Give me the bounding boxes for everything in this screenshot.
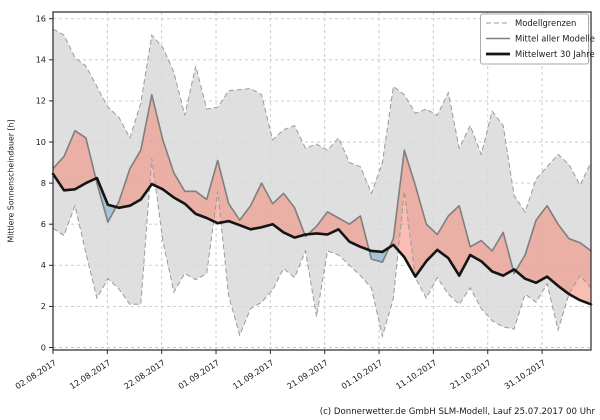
x-tick-label: 21.09.2017 [285,357,330,391]
y-tick-label: 0 [41,342,46,352]
upper-model-bound-line [52,28,592,214]
mean-30y-line [51,172,593,306]
y-tick-label: 4 [41,260,46,270]
above-normal-fill [53,130,96,191]
plot-frame [52,11,592,351]
x-tick-label: 21.10.2017 [448,357,493,391]
x-tick-label: 31.10.2017 [502,357,547,391]
x-tick-label: 02.08.2017 [13,357,58,391]
x-tick-label: 12.08.2017 [68,357,113,391]
y-tick-label: 8 [41,178,46,188]
above-normal-fill [116,94,305,238]
y-axis-title: Mittlere Sonnenscheindauer [h] [7,120,16,243]
above-normal-fill [515,205,591,305]
x-tick-label: 01.10.2017 [339,357,384,391]
copyright-text: (c) Donnerwetter.de GmbH SLM-Modell, Lau… [319,407,595,417]
x-tick-label: 11.09.2017 [231,357,276,391]
legend-box [480,13,589,65]
x-tick-label: 22.08.2017 [122,357,167,391]
legend-label: Modellgrenzen [515,18,576,28]
lower-model-bound-line [52,158,592,339]
x-tick-label: 11.10.2017 [394,357,439,391]
legend-label: Mittel aller Modelle [515,33,595,43]
y-tick-label: 16 [36,14,46,24]
y-tick-label: 2 [41,301,46,311]
y-tick-label: 6 [41,219,46,229]
model-mean-line [52,93,592,275]
y-tick-label: 10 [36,137,46,147]
x-tick-label: 01.09.2017 [176,357,221,391]
y-tick-label: 12 [36,96,46,106]
legend-label: Mittelwert 30 Jahre [515,49,595,59]
y-tick-label: 14 [36,55,46,65]
